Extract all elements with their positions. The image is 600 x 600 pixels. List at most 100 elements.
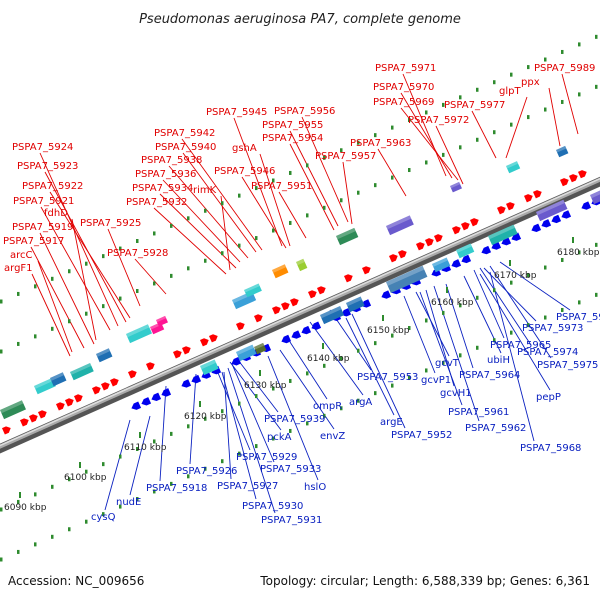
forward-gene-arrow [2, 426, 11, 435]
reverse-gene-label[interactable]: PSPA7_5968 [520, 443, 581, 454]
reverse-gene-label[interactable]: cysQ [91, 512, 116, 523]
guide-dot [442, 152, 445, 157]
reverse-gene-label[interactable]: PSPA7_5931 [261, 515, 322, 526]
guide-dot [204, 416, 207, 421]
forward-gene-arrow [497, 206, 506, 215]
forward-gene-label[interactable]: rimK [193, 185, 217, 196]
forward-gene-arrow [182, 346, 191, 355]
reverse-gene-label[interactable]: PSPA7_5918 [146, 483, 207, 494]
reverse-gene-label[interactable]: PSPA7_5953 [357, 372, 418, 383]
gene-feature-block [346, 296, 365, 313]
reverse-gene-label[interactable]: nudE [116, 497, 141, 508]
kbp-tick-label: 6090 kbp [4, 503, 47, 513]
forward-gene-label[interactable]: PSPA7_5945 [206, 107, 267, 118]
forward-gene-arrow [56, 402, 65, 411]
forward-gene-label[interactable]: PSPA7_5917 [3, 236, 64, 247]
reverse-gene-label[interactable]: PSPA7_5927 [217, 481, 278, 492]
reverse-gene-label[interactable]: PSPA7_5964 [459, 370, 520, 381]
kbp-tick-label: 6150 kbp [367, 326, 410, 336]
reverse-gene-label[interactable]: PSPA7_5973 [522, 323, 583, 334]
forward-gene-label[interactable]: PSPA7_5923 [17, 161, 78, 172]
reverse-label-connector [267, 355, 319, 481]
forward-gene-label[interactable]: PSPA7_5922 [22, 181, 83, 192]
forward-gene-label[interactable]: PSPA7_5921 [13, 196, 74, 207]
forward-gene-label[interactable]: PSPA7_5957 [315, 151, 376, 162]
gene-feature-block [386, 265, 428, 293]
guide-dot [306, 163, 309, 168]
forward-gene-label[interactable]: PSPA7_5970 [373, 82, 434, 93]
forward-gene-label[interactable]: PSPA7_5934 [132, 183, 193, 194]
guide-dot [170, 223, 173, 228]
forward-gene-label[interactable]: PSPA7_5951 [251, 181, 312, 192]
reverse-gene-label[interactable]: PSPA7_5962 [465, 423, 526, 434]
forward-gene-label[interactable]: gshA [232, 143, 257, 154]
gene-feature-block [488, 224, 518, 246]
reverse-gene-arrow [131, 401, 142, 410]
reverse-label-connector [345, 317, 395, 416]
gene-feature-block [272, 264, 289, 279]
guide-dot [340, 356, 343, 361]
forward-gene-label[interactable]: PSPA7_5942 [154, 128, 215, 139]
label-connector-lines [30, 73, 579, 514]
forward-gene-label[interactable]: PSPA7_5956 [274, 106, 335, 117]
forward-gene-label[interactable]: PSPA7_5919 [12, 222, 73, 233]
forward-gene-label[interactable]: PSPA7_5925 [80, 218, 141, 229]
gene-feature-block [0, 400, 26, 420]
forward-gene-label[interactable]: PSPA7_5938 [141, 155, 202, 166]
guide-dot [221, 409, 224, 414]
forward-label-connector [44, 171, 127, 323]
reverse-gene-label[interactable]: pckA [267, 432, 292, 443]
forward-gene-label[interactable]: PSPA7_5989 [534, 63, 595, 74]
forward-gene-label[interactable]: PSPA7_5972 [408, 115, 469, 126]
forward-gene-label[interactable]: ppx [521, 77, 540, 88]
reverse-gene-label[interactable]: PSPA7_5965 [490, 340, 551, 351]
track-guide-dots [0, 34, 598, 562]
reverse-label-connector [433, 285, 480, 422]
forward-gene-label[interactable]: argF1 [4, 263, 33, 274]
forward-gene-label[interactable]: arcC [10, 250, 33, 261]
reverse-gene-label[interactable]: ompR [313, 401, 342, 412]
reverse-gene-label[interactable]: argE [380, 417, 403, 428]
reverse-gene-label[interactable]: PSPA7_5974 [517, 347, 578, 358]
forward-gene-label[interactable]: PSPA7_5932 [126, 197, 187, 208]
forward-gene-label[interactable]: PSPA7_5963 [350, 138, 411, 149]
reverse-gene-label[interactable]: PSPA7_5975 [537, 360, 598, 371]
guide-dot [153, 231, 156, 236]
guide-dot [85, 519, 88, 524]
reverse-gene-label[interactable]: PSPA7_5939 [264, 414, 325, 425]
reverse-gene-label[interactable]: PSPA7_5929 [236, 452, 297, 463]
guide-dot [323, 363, 326, 368]
guide-dot [170, 431, 173, 436]
reverse-gene-label[interactable]: PSPA7_5930 [242, 501, 303, 512]
reverse-gene-label[interactable]: PSPA7_5933 [260, 464, 321, 475]
forward-gene-label[interactable]: PSPA7_5969 [373, 97, 434, 108]
guide-dot [119, 504, 122, 509]
forward-gene-label[interactable]: fdhD [44, 208, 68, 219]
forward-gene-label[interactable]: PSPA7_5924 [12, 142, 73, 153]
forward-gene-label[interactable]: PSPA7_5971 [375, 63, 436, 74]
reverse-gene-label[interactable]: envZ [320, 431, 345, 442]
forward-gene-label[interactable]: PSPA7_5940 [155, 142, 216, 153]
forward-gene-label[interactable]: PSPA7_5955 [262, 120, 323, 131]
reverse-gene-label[interactable]: hslO [304, 482, 326, 493]
reverse-gene-label[interactable]: pepP [536, 392, 561, 403]
guide-dot [255, 236, 258, 241]
reverse-gene-label[interactable]: ubiH [487, 355, 510, 366]
forward-gene-label[interactable]: PSPA7_5946 [214, 166, 275, 177]
forward-gene-label[interactable]: PSPA7_5936 [135, 169, 196, 180]
forward-gene-label[interactable]: PSPA7_5928 [107, 248, 168, 259]
reverse-gene-label[interactable]: PSPA7_5952 [391, 430, 452, 441]
reverse-gene-label[interactable]: gcvT [435, 358, 460, 369]
reverse-gene-label[interactable]: gcvH1 [440, 388, 472, 399]
guide-dot [102, 254, 105, 259]
reverse-gene-label[interactable]: gcvP1 [421, 375, 451, 386]
guide-dot [578, 92, 581, 97]
guide-dot [289, 428, 292, 433]
reverse-gene-label[interactable]: argA [349, 397, 372, 408]
reverse-gene-label[interactable]: PSPA7_5976 [556, 312, 600, 323]
forward-gene-label[interactable]: PSPA7_5954 [262, 133, 323, 144]
forward-gene-label[interactable]: glpT [499, 86, 521, 97]
forward-gene-label[interactable]: PSPA7_5977 [444, 100, 505, 111]
reverse-gene-label[interactable]: PSPA7_5926 [176, 466, 237, 477]
reverse-gene-label[interactable]: PSPA7_5961 [448, 407, 509, 418]
